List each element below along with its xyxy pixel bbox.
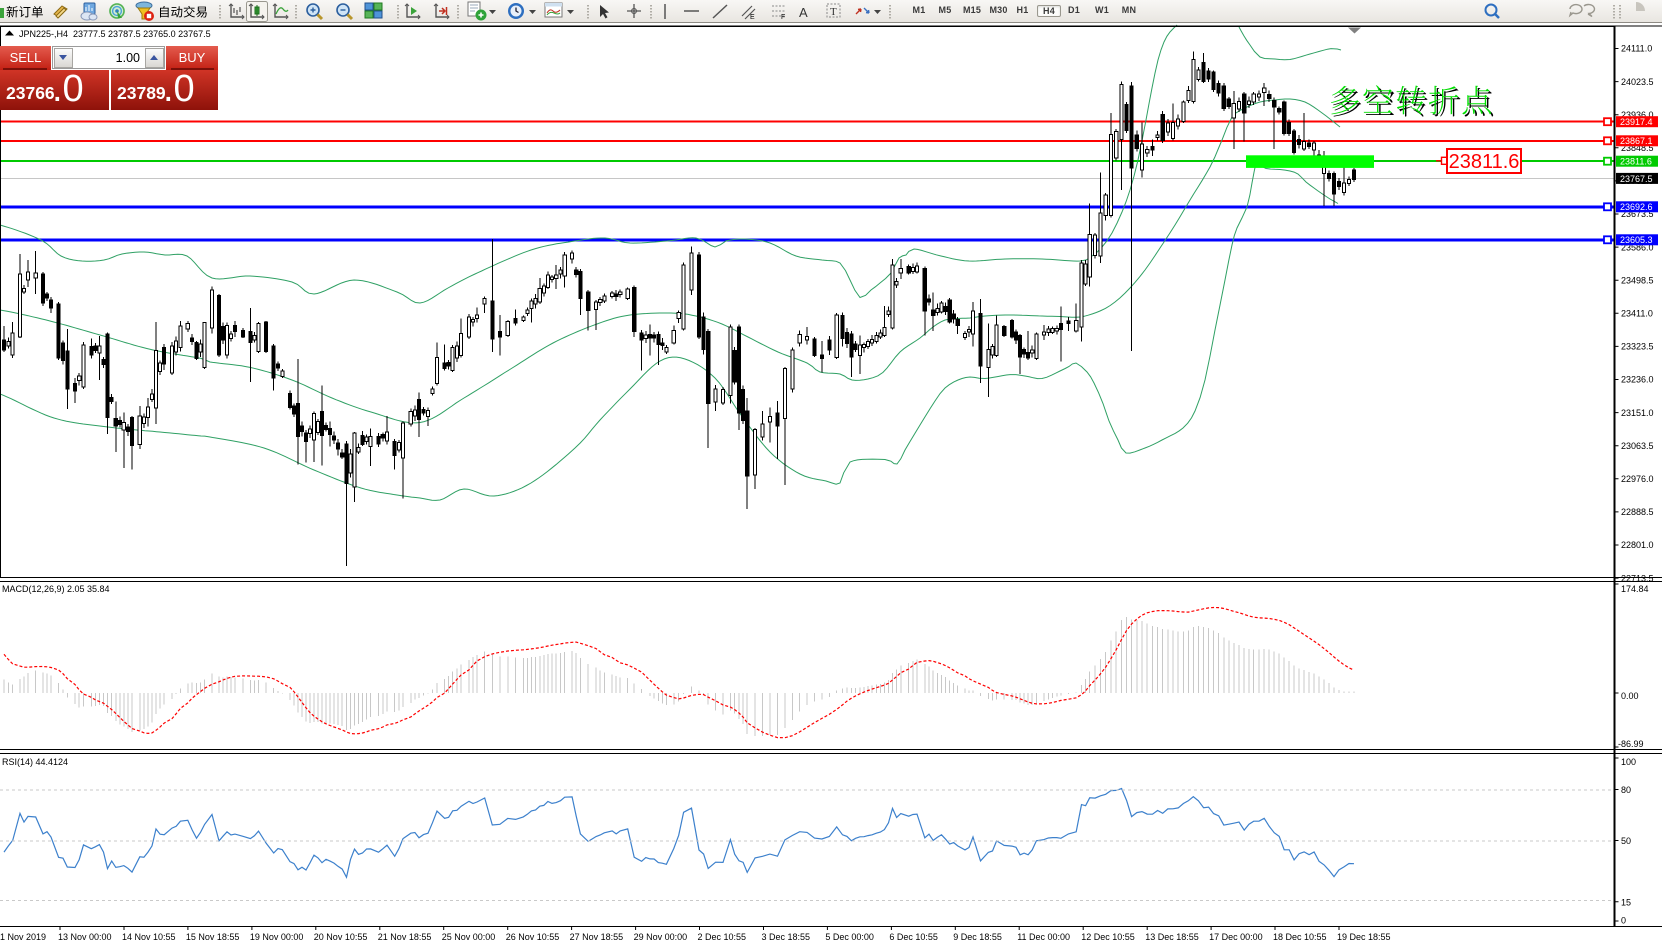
svg-text:23411.0: 23411.0	[1621, 309, 1653, 319]
svg-text:22801.0: 22801.0	[1621, 540, 1654, 550]
svg-text:RSI(14) 44.4124: RSI(14) 44.4124	[2, 757, 68, 767]
svg-text:21 Nov 18:55: 21 Nov 18:55	[378, 932, 432, 942]
svg-text:JPN225-,H4 23777.5 23787.5 23: JPN225-,H4 23777.5 23787.5 23765.0 23767…	[19, 29, 211, 39]
svg-text:174.84: 174.84	[1621, 584, 1649, 594]
svg-text:23692.6: 23692.6	[1620, 202, 1653, 212]
svg-text:25 Nov 00:00: 25 Nov 00:00	[442, 932, 496, 942]
svg-text:15: 15	[1621, 898, 1631, 908]
svg-text:11 Dec 00:00: 11 Dec 00:00	[1017, 932, 1070, 942]
svg-text:24111.0: 24111.0	[1621, 44, 1652, 54]
svg-text:0: 0	[1621, 916, 1626, 926]
svg-text:22713.5: 22713.5	[1621, 573, 1654, 583]
svg-text:23867.1: 23867.1	[1620, 136, 1653, 146]
svg-text:80: 80	[1621, 785, 1631, 795]
svg-text:23151.0: 23151.0	[1621, 408, 1654, 418]
svg-text:100: 100	[1621, 757, 1636, 767]
svg-text:50: 50	[1621, 836, 1631, 846]
svg-text:13 Nov 00:00: 13 Nov 00:00	[58, 932, 112, 942]
svg-text:23323.5: 23323.5	[1621, 342, 1654, 352]
svg-text:23673.5: 23673.5	[1621, 209, 1654, 219]
svg-text:A: A	[799, 5, 808, 20]
svg-text:9 Dec 18:55: 9 Dec 18:55	[953, 932, 1002, 942]
svg-text:19 Nov 00:00: 19 Nov 00:00	[250, 932, 304, 942]
svg-text:0.00: 0.00	[1621, 691, 1639, 701]
svg-text:19 Dec 18:55: 19 Dec 18:55	[1337, 932, 1391, 942]
svg-text:22976.0: 22976.0	[1621, 474, 1654, 484]
svg-text:18 Dec 10:55: 18 Dec 10:55	[1273, 932, 1327, 942]
svg-text:1 Nov 2019: 1 Nov 2019	[0, 932, 46, 942]
svg-text:E: E	[750, 14, 755, 21]
svg-text:F: F	[781, 14, 785, 21]
svg-text:22888.5: 22888.5	[1621, 507, 1654, 517]
svg-text:14 Nov 10:55: 14 Nov 10:55	[122, 932, 176, 942]
svg-text:23811.6: 23811.6	[1449, 151, 1520, 173]
svg-text:26 Nov 10:55: 26 Nov 10:55	[506, 932, 560, 942]
svg-text:T: T	[830, 6, 837, 18]
svg-text:MACD(12,26,9) 2.05 35.84: MACD(12,26,9) 2.05 35.84	[2, 584, 110, 594]
svg-text:6 Dec 10:55: 6 Dec 10:55	[889, 932, 938, 942]
svg-text:13 Dec 18:55: 13 Dec 18:55	[1145, 932, 1199, 942]
svg-text:3 Dec 18:55: 3 Dec 18:55	[762, 932, 811, 942]
svg-text:23811.6: 23811.6	[1620, 157, 1652, 167]
svg-text:23936.0: 23936.0	[1621, 110, 1654, 120]
svg-text:23605.3: 23605.3	[1620, 235, 1653, 245]
svg-text:23848.5: 23848.5	[1621, 143, 1654, 153]
svg-text:5 Dec 00:00: 5 Dec 00:00	[825, 932, 874, 942]
svg-text:23767.5: 23767.5	[1620, 174, 1653, 184]
svg-text:2 Dec 10:55: 2 Dec 10:55	[698, 932, 747, 942]
svg-text:12 Dec 10:55: 12 Dec 10:55	[1081, 932, 1135, 942]
svg-text:23498.5: 23498.5	[1621, 275, 1654, 285]
svg-text:15 Nov 18:55: 15 Nov 18:55	[186, 932, 240, 942]
svg-text:-86.99: -86.99	[1618, 739, 1644, 749]
svg-text:23063.5: 23063.5	[1621, 441, 1654, 451]
svg-text:24023.5: 24023.5	[1621, 77, 1654, 87]
svg-text:20 Nov 10:55: 20 Nov 10:55	[314, 932, 368, 942]
svg-text:23236.0: 23236.0	[1621, 375, 1654, 385]
svg-text:23586.0: 23586.0	[1621, 242, 1654, 252]
svg-text:27 Nov 18:55: 27 Nov 18:55	[570, 932, 624, 942]
svg-text:23917.4: 23917.4	[1620, 117, 1653, 127]
svg-text:17 Dec 00:00: 17 Dec 00:00	[1209, 932, 1263, 942]
svg-text:29 Nov 00:00: 29 Nov 00:00	[634, 932, 688, 942]
